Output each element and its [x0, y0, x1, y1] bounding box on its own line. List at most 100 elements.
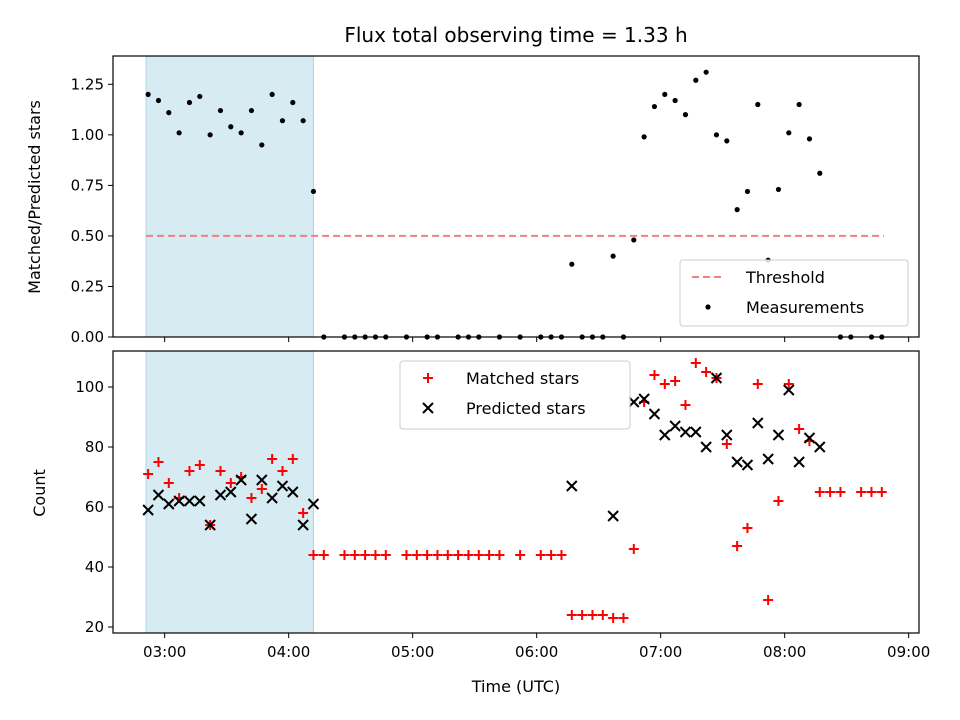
predicted-star-point: [142, 504, 154, 516]
matched-star-point: [370, 550, 381, 560]
matched-star-point: [267, 454, 278, 464]
matched-star-point: [153, 457, 164, 467]
predicted-star-point: [700, 441, 712, 453]
top-panel: 0.00 0.25 0.50 0.75 1.00 1.25 Threshold Measure…: [71, 55, 920, 346]
predicted-star-point: [307, 498, 320, 510]
matched-star-point: [423, 373, 433, 383]
matched-star-point: [577, 610, 588, 620]
matched-star-point: [773, 496, 784, 506]
matched-star-point: [184, 466, 195, 476]
predicted-star-point: [741, 459, 754, 471]
series-predicted-stars: [142, 372, 826, 531]
predicted-star-point: [235, 474, 247, 486]
measurement-point: [796, 101, 802, 108]
predicted-star-point: [422, 402, 434, 414]
bottom-y-axis-label: Count: [30, 469, 49, 517]
predicted-star-point: [814, 441, 826, 453]
measurement-point: [682, 112, 689, 118]
matched-star-point: [752, 379, 763, 389]
predicted-star-point: [204, 519, 216, 531]
measurement-point: [734, 207, 740, 213]
axes-frame: [112, 55, 920, 338]
measurement-point: [145, 91, 151, 98]
measurement-point: [631, 237, 637, 243]
predicted-star-point: [710, 372, 723, 384]
matched-star-point: [422, 550, 433, 560]
matched-star-point: [546, 550, 557, 560]
matched-star-point: [701, 367, 712, 377]
predicted-star-point: [214, 489, 227, 501]
measurement-point: [228, 124, 234, 130]
matched-star-point: [794, 424, 805, 434]
measurement-point: [693, 77, 699, 83]
matched-star-point: [515, 550, 526, 560]
y-tick-label: 0.00: [71, 328, 104, 346]
chart-title: Flux total observing time = 1.33 h: [344, 23, 687, 47]
predicted-star-point: [297, 519, 309, 531]
matched-star-point: [628, 544, 639, 554]
predicted-star-point: [163, 498, 175, 510]
x-tick-label: 06:00: [515, 643, 558, 661]
predicted-star-point: [607, 510, 619, 522]
matched-star-point: [246, 493, 257, 503]
x-tick-label: 09:00: [887, 643, 930, 661]
matched-star-point: [484, 550, 495, 560]
y-tick-label: 60: [85, 498, 104, 516]
measurement-point: [279, 118, 286, 124]
matched-star-point: [649, 370, 660, 380]
predicted-star-point: [803, 432, 816, 444]
predicted-star-point: [659, 429, 671, 441]
measurement-point: [786, 130, 792, 136]
predicted-star-point: [152, 489, 165, 501]
predicted-star-point: [752, 417, 764, 429]
matched-star-point: [411, 550, 422, 560]
predicted-star-point: [287, 486, 299, 498]
matched-star-point: [215, 466, 226, 476]
top-y-axis-label: Matched/Predicted stars: [25, 100, 44, 294]
matched-star-point: [298, 508, 309, 518]
matched-star-point: [442, 550, 453, 560]
matched-star-point: [783, 379, 794, 389]
matched-star-point: [835, 487, 846, 497]
matched-star-point: [866, 487, 877, 497]
predicted-star-point: [721, 429, 733, 441]
predicted-star-point: [225, 486, 237, 498]
series-matched-stars: [143, 358, 887, 623]
measurement-point: [290, 99, 296, 106]
matched-star-point: [825, 487, 836, 497]
legend-label: Threshold: [745, 268, 825, 287]
predicted-star-point: [194, 495, 206, 507]
legend: Threshold Measurements: [679, 259, 909, 327]
matched-star-point: [680, 400, 691, 410]
matched-star-point: [608, 613, 619, 623]
measurement-point: [176, 130, 182, 136]
matched-star-point: [566, 610, 577, 620]
measurement-point: [248, 107, 255, 114]
matched-star-point: [360, 550, 371, 560]
matched-star-point: [143, 469, 154, 479]
matched-star-point: [401, 550, 412, 560]
y-tick-label: 0.50: [71, 227, 104, 245]
measurement-point: [186, 99, 193, 106]
x-tick-label: 05:00: [391, 643, 434, 661]
measurement-point: [569, 261, 575, 267]
measurement-point: [775, 186, 782, 193]
x-tick-label: 07:00: [639, 643, 682, 661]
predicted-star-point: [669, 420, 681, 432]
predicted-star-point: [793, 456, 805, 468]
legend-box: [399, 360, 631, 430]
matched-star-point: [814, 487, 825, 497]
matched-star-point: [380, 550, 391, 560]
predicted-star-point: [266, 492, 278, 504]
predicted-star-point: [772, 429, 785, 441]
matched-star-point: [721, 439, 732, 449]
predicted-star-point: [783, 384, 795, 396]
matched-star-point: [742, 523, 753, 533]
matched-star-point: [535, 550, 546, 560]
measurement-point: [641, 134, 647, 140]
bottom-panel: 20 40 60 80 100 03:00 04:00 05:00 06:00 07:00 08:0…: [75, 350, 930, 661]
predicted-star-point: [731, 456, 743, 468]
matched-star-point: [856, 487, 867, 497]
matched-star-point: [287, 454, 298, 464]
